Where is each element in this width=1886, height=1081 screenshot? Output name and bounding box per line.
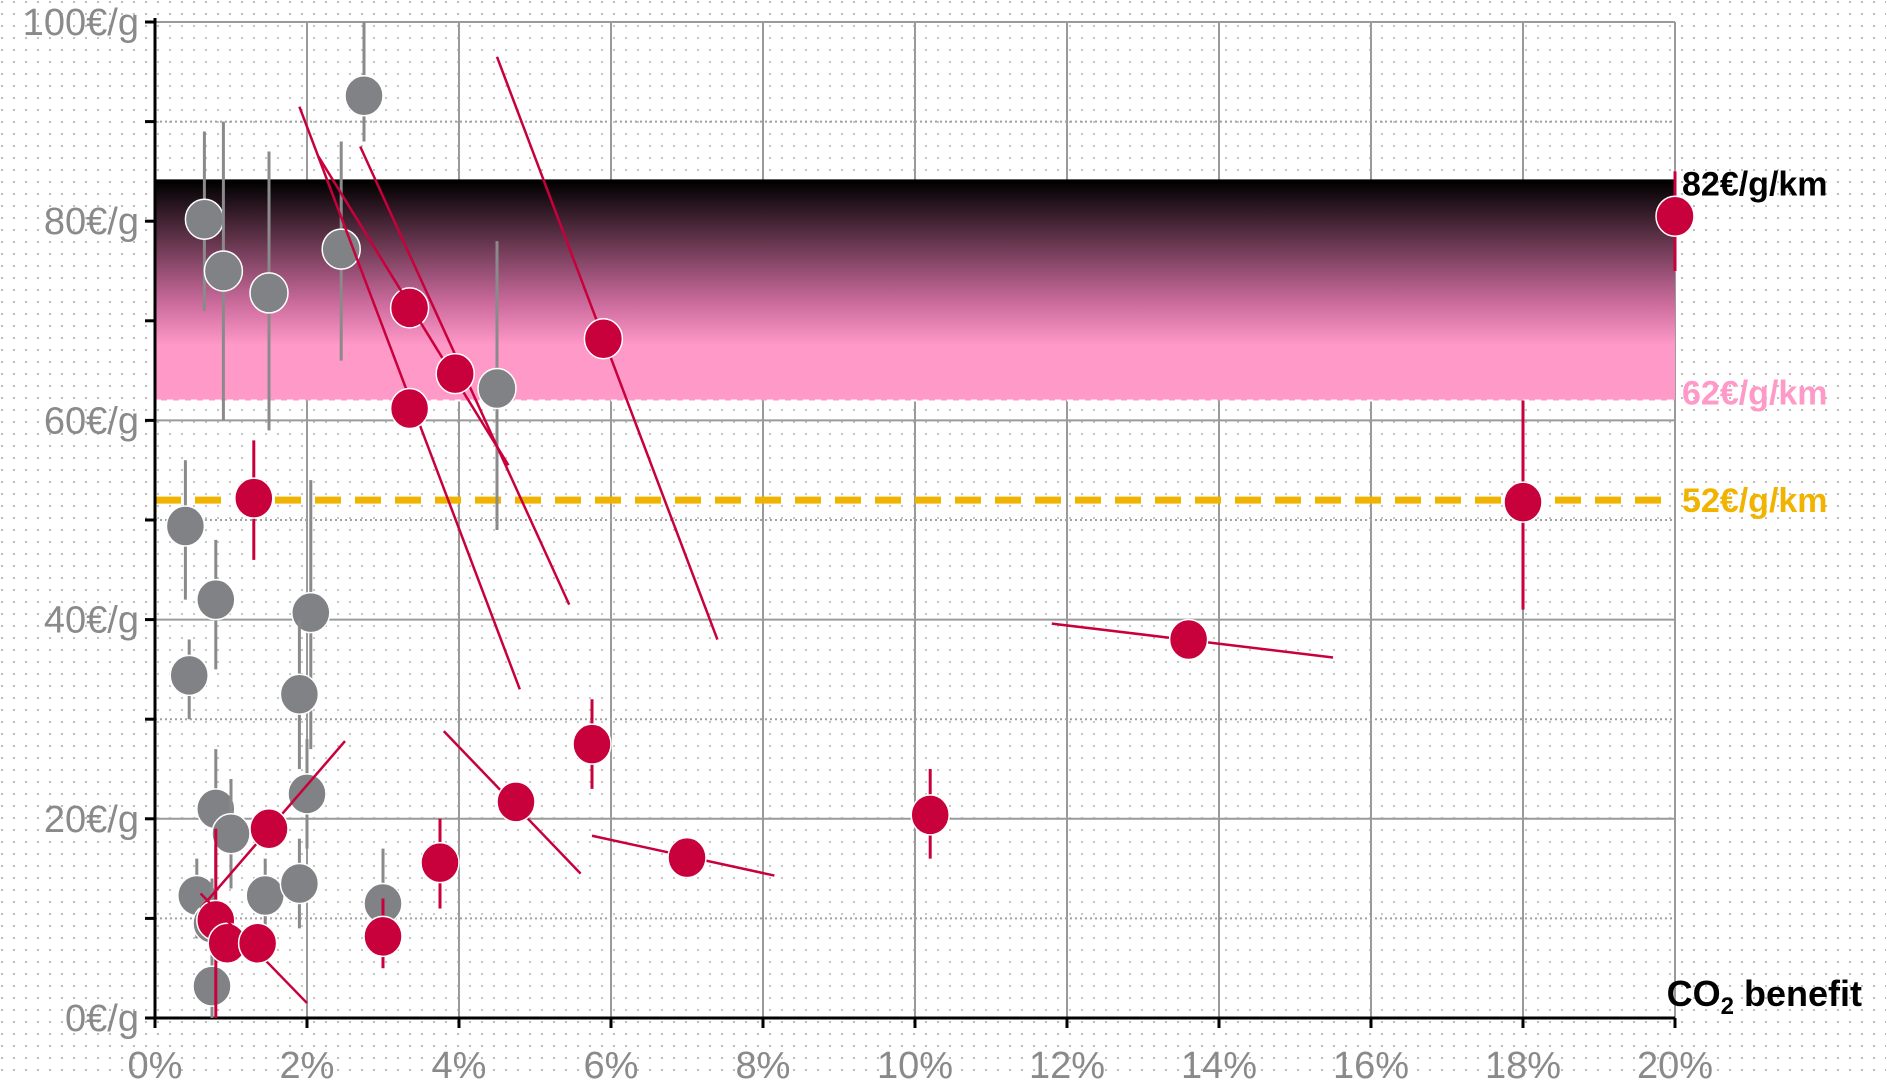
x-tick-label: 20% <box>1637 1045 1713 1081</box>
gray-data-point <box>192 958 232 1018</box>
point-marker <box>291 591 331 634</box>
red-data-point <box>572 699 612 789</box>
point-marker <box>420 841 460 884</box>
point-marker <box>583 317 624 360</box>
x-tick-label: 6% <box>584 1045 639 1081</box>
point-marker <box>279 862 320 905</box>
gray-data-point <box>169 639 209 720</box>
red-data-point <box>1051 618 1334 661</box>
point-marker <box>169 654 209 697</box>
point-marker <box>184 198 225 240</box>
gray-data-point <box>165 460 206 600</box>
ref-label: 52€/g/km <box>1682 482 1828 520</box>
point-marker <box>245 874 285 917</box>
gray-data-point <box>184 131 225 311</box>
point-marker <box>572 723 612 765</box>
x-tick-label: 18% <box>1485 1045 1561 1081</box>
red-data-point <box>442 730 582 875</box>
x-tick-label: 4% <box>432 1045 487 1081</box>
point-marker <box>1168 618 1209 661</box>
gray-data-point <box>196 539 236 670</box>
labels: 82€/g/km 62€/g/km 52€/g/km 0% 2% 4% 6% 8% 10% 12%… <box>23 2 1828 1081</box>
point-marker <box>237 922 278 965</box>
point-marker <box>234 477 274 519</box>
x-axis-title: CO2 benefit <box>1667 973 1862 1020</box>
y-tick-label: 20€/g <box>44 799 139 841</box>
x-tick-label: 8% <box>736 1045 791 1081</box>
point-marker <box>344 74 384 117</box>
gray-data-point <box>287 739 327 849</box>
y-tick-label: 0€/g <box>65 998 139 1040</box>
red-data-point <box>910 769 950 859</box>
red-data-point <box>359 145 571 606</box>
trend-line <box>317 155 510 466</box>
y-tick-label: 60€/g <box>44 400 139 442</box>
x-tick-label: 14% <box>1181 1045 1257 1081</box>
y-tick-label: 80€/g <box>44 201 139 243</box>
red-data-point <box>199 892 308 1004</box>
point-marker <box>389 287 430 329</box>
point-marker <box>249 272 289 314</box>
point-marker <box>910 794 950 836</box>
y-tick-label: 100€/g <box>23 2 139 44</box>
point-marker <box>667 836 707 879</box>
point-marker <box>249 808 289 850</box>
gray-data-point <box>279 619 320 769</box>
point-marker <box>477 367 517 410</box>
price-band-fill <box>155 181 1675 401</box>
point-marker <box>1655 195 1695 237</box>
point-marker <box>389 387 430 430</box>
axes <box>145 18 1677 1028</box>
point-marker <box>196 578 236 621</box>
ref-label: 82€/g/km <box>1682 165 1828 203</box>
data-points <box>165 22 1695 1018</box>
ref-label: 62€/g/km <box>1682 374 1828 412</box>
gray-data-point <box>211 778 251 889</box>
y-tick-label: 40€/g <box>44 600 139 642</box>
point-marker <box>211 812 251 855</box>
x-tick-label: 2% <box>280 1045 335 1081</box>
point-marker <box>496 781 536 823</box>
red-data-point <box>363 898 403 969</box>
gray-data-point <box>249 151 289 431</box>
red-data-point <box>199 740 346 910</box>
x-tick-label: 10% <box>877 1045 953 1081</box>
gray-data-point <box>477 241 517 530</box>
gray-data-point <box>203 121 244 421</box>
point-marker <box>287 773 327 815</box>
price-band <box>155 181 1675 401</box>
point-marker <box>363 915 403 958</box>
point-marker <box>279 673 320 716</box>
red-data-point <box>317 155 510 466</box>
gray-data-point <box>344 22 384 142</box>
gray-data-point <box>279 838 320 929</box>
red-data-point <box>1655 171 1695 271</box>
x-tick-label: 16% <box>1333 1045 1409 1081</box>
point-marker <box>203 250 244 292</box>
point-marker <box>165 505 206 547</box>
point-marker <box>435 352 475 395</box>
x-tick-label: 12% <box>1029 1045 1105 1081</box>
red-data-point <box>420 818 460 909</box>
x-tick-label: 0% <box>128 1045 183 1081</box>
point-marker <box>1503 481 1543 523</box>
red-data-point <box>234 440 274 560</box>
point-marker <box>192 965 232 1007</box>
red-data-point <box>495 56 719 640</box>
red-data-point <box>1503 400 1543 610</box>
red-data-point <box>591 834 775 879</box>
